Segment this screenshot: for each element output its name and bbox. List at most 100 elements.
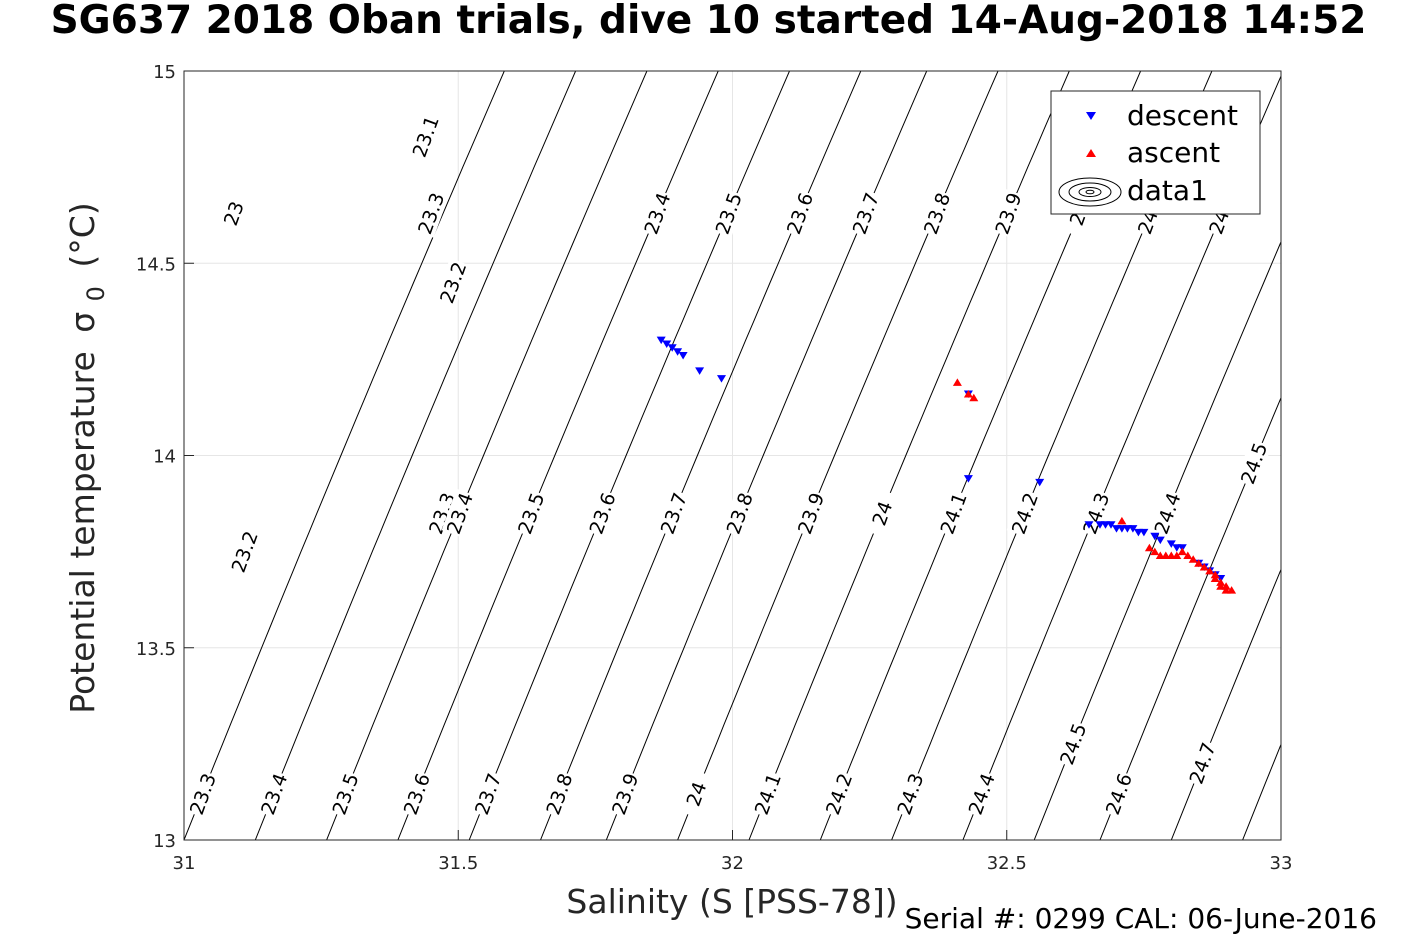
y-axis-title-sigma: σ bbox=[63, 312, 102, 333]
contour-label-text: 23.5 bbox=[712, 190, 747, 237]
contour-label-bg bbox=[1100, 769, 1137, 819]
y-axis-title-text: Potential temperature bbox=[63, 351, 102, 713]
contour-label-bg bbox=[1184, 738, 1220, 788]
contour-label: 24.5 bbox=[1054, 719, 1091, 769]
contour-label-text: 23.8 bbox=[542, 771, 577, 818]
chart-title: SG637 2018 Oban trials, dive 10 started … bbox=[50, 0, 1367, 43]
x-tick-label: 32.5 bbox=[987, 853, 1027, 874]
contour-label: 23.6 bbox=[398, 769, 435, 819]
contour-label-text: 23.4 bbox=[640, 190, 675, 237]
descent-point bbox=[1084, 521, 1094, 529]
contour-label-bg bbox=[1077, 488, 1114, 538]
contour-label-bg bbox=[434, 258, 471, 307]
contour-label-text: 24.5 bbox=[1237, 440, 1272, 487]
ascent-point bbox=[952, 378, 962, 386]
contour-label: 23.1 bbox=[407, 111, 444, 161]
ascent-point bbox=[1221, 582, 1231, 590]
contour-label: 23.7 bbox=[655, 488, 692, 538]
contour-label: 23.5 bbox=[710, 188, 747, 238]
ascent-point bbox=[1172, 551, 1182, 559]
contour-label-text: 24.5 bbox=[1056, 721, 1091, 768]
contour-label-bg bbox=[864, 488, 900, 538]
contour-labels: 23.323.22323.423.323.223.123.523.423.323… bbox=[184, 111, 1272, 819]
x-tick-label: 31.5 bbox=[438, 853, 478, 874]
descent-point bbox=[1155, 536, 1165, 545]
ascent-point bbox=[1117, 516, 1127, 525]
contour-label-text: 23.7 bbox=[471, 771, 506, 818]
contour-label-text: 24.6 bbox=[1102, 771, 1137, 818]
ascent-point bbox=[1205, 566, 1215, 575]
x-tick-label: 32 bbox=[721, 853, 744, 874]
ascent-point bbox=[969, 393, 979, 402]
contour-label: 23.6 bbox=[781, 188, 818, 238]
contour-label-bg bbox=[639, 188, 675, 238]
contour-label: 24.2 bbox=[1006, 488, 1043, 538]
contour-label-bg bbox=[710, 188, 747, 238]
ascent-point bbox=[1188, 555, 1198, 563]
descent-point bbox=[1106, 521, 1116, 529]
contour-label-text: 23.3 bbox=[414, 190, 449, 237]
contour-label: 23.3 bbox=[184, 769, 221, 819]
contour-label-text: 24.7 bbox=[1185, 740, 1220, 787]
contour-label-bg bbox=[327, 769, 363, 819]
x-tick-label: 31 bbox=[173, 853, 196, 874]
isopycnal-line bbox=[1170, 568, 1281, 840]
contour-label-bg bbox=[781, 188, 818, 238]
descent-point bbox=[1150, 532, 1160, 541]
descent-point bbox=[656, 336, 666, 345]
contour-label-bg bbox=[847, 188, 884, 238]
contour-label-bg bbox=[1149, 488, 1185, 538]
contour-label-bg bbox=[918, 188, 955, 238]
ascent-point bbox=[1144, 543, 1154, 552]
contour-label-bg bbox=[820, 769, 857, 819]
isopycnal-line bbox=[326, 71, 648, 840]
contour-label-bg bbox=[655, 488, 692, 538]
contour-label-text: 24.3 bbox=[893, 771, 928, 818]
legend-ascent-marker bbox=[1086, 149, 1096, 157]
contour-label-bg bbox=[512, 488, 549, 538]
legend-box bbox=[1050, 90, 1261, 215]
contour-label: 24 bbox=[864, 488, 900, 538]
contour-label: 23.8 bbox=[541, 769, 578, 819]
contour-label-text: 23.8 bbox=[723, 490, 758, 537]
ascent-point bbox=[1183, 551, 1193, 559]
contour-label: 23.9 bbox=[792, 488, 829, 538]
contour-label: 23.8 bbox=[918, 188, 955, 238]
ascent-point bbox=[1210, 574, 1220, 582]
ascent-point bbox=[963, 390, 973, 398]
contour-label-text: 23.2 bbox=[228, 528, 263, 575]
contour-label: 23.7 bbox=[847, 188, 884, 238]
contour-label: 23.8 bbox=[721, 488, 758, 538]
contour-label-bg bbox=[1054, 719, 1091, 769]
contour-label: 24.6 bbox=[1100, 769, 1137, 819]
contour-label-text: 23.7 bbox=[849, 190, 884, 237]
contour-label-bg bbox=[721, 488, 758, 538]
ascent-point bbox=[1194, 559, 1204, 567]
descent-point bbox=[963, 475, 973, 483]
contour-label: 24.3 bbox=[1077, 488, 1114, 538]
serial-annotation: Serial #: 0299 CAL: 06-June-2016 bbox=[905, 902, 1377, 935]
contour-label-text: 23.5 bbox=[328, 771, 363, 818]
contour-label-text: 23.5 bbox=[514, 490, 549, 537]
contour-label: 23.6 bbox=[584, 488, 621, 538]
contour-label: 24.7 bbox=[1184, 738, 1221, 788]
isopycnal-line bbox=[1033, 240, 1281, 840]
contour-label: 23.7 bbox=[469, 769, 506, 819]
contour-label: 23.9 bbox=[990, 188, 1027, 238]
y-axis-title: Potential temperature σ 0 (°C) bbox=[63, 202, 112, 713]
isopycnal-line bbox=[184, 71, 505, 840]
contour-label-text: 23.9 bbox=[794, 490, 829, 537]
ascent-point bbox=[1227, 586, 1237, 594]
contour-label: 24.1 bbox=[749, 769, 786, 819]
contour-label-bg bbox=[226, 527, 263, 577]
contour-label: 24.5 bbox=[1235, 438, 1272, 488]
legend: descent ascent data1 bbox=[1050, 90, 1261, 215]
legend-ascent-label: ascent bbox=[1127, 136, 1220, 169]
contour-label-bg bbox=[584, 488, 620, 538]
x-tick-label: 33 bbox=[1270, 853, 1293, 874]
contour-label-bg bbox=[935, 488, 972, 538]
contour-label-text: 23.7 bbox=[657, 490, 692, 537]
contour-label-bg bbox=[469, 769, 506, 819]
axis-ticks: 31 31.5 32 32.5 33 13 13.5 14 14.5 15 bbox=[136, 62, 1293, 874]
